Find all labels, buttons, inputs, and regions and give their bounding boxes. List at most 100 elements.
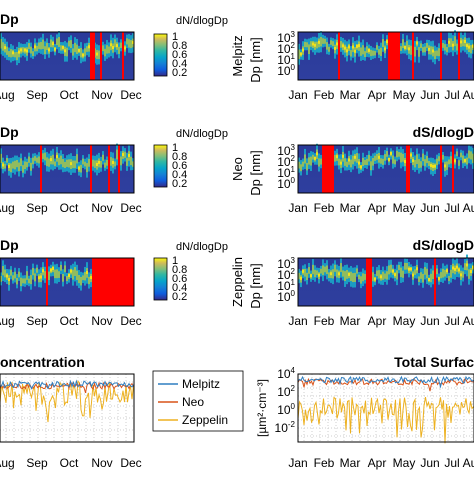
heatmap-core-cell <box>16 277 18 285</box>
heatmap-core-cell <box>356 268 358 274</box>
heatmap-core-cell <box>414 159 416 168</box>
heatmap-peak-cell <box>392 269 394 273</box>
heatmap-core-cell <box>424 267 426 275</box>
heatmap-peak-cell <box>300 52 302 56</box>
dp-tick-label: 100 <box>277 176 295 191</box>
heatmap-core-cell <box>14 271 16 279</box>
colorbar-tick-label: 0.6 <box>172 160 187 172</box>
heatmap-core-cell <box>58 271 60 278</box>
heatmap-core-cell <box>24 161 26 170</box>
heatmap-peak-cell <box>330 272 332 276</box>
heatmap-core-cell <box>444 269 446 277</box>
heatmap-core-cell <box>28 156 30 163</box>
heatmap-core-cell <box>66 276 68 282</box>
heatmap-core-cell <box>442 268 444 278</box>
heatmap-core-cell <box>450 156 452 164</box>
colorbar-tick-label: 0.6 <box>172 273 187 285</box>
heatmap-core-cell <box>400 267 402 278</box>
surface-tick-label: 104 <box>277 366 295 381</box>
heatmap-core-cell <box>298 49 300 59</box>
heatmap-core-cell <box>102 45 104 52</box>
heatmap-peak-cell <box>50 158 52 162</box>
x-tick-label: Feb <box>314 456 335 470</box>
heatmap-core-cell <box>382 271 384 280</box>
heatmap-core-cell <box>326 42 328 50</box>
heatmap-core-cell <box>370 161 372 171</box>
heatmap-core-cell <box>364 273 366 280</box>
heatmap-peak-cell <box>470 270 472 274</box>
missing-data-span <box>366 258 372 306</box>
heatmap-peak-cell <box>132 40 134 44</box>
colorbar-label: dN/dlogDp <box>176 128 228 140</box>
heatmap-core-cell <box>384 154 386 161</box>
heatmap-core-cell <box>394 159 396 165</box>
heatmap-core-cell <box>330 40 332 45</box>
heatmap-core-cell <box>40 42 42 50</box>
heatmap-core-cell <box>44 46 46 55</box>
heatmap-core-cell <box>384 273 386 279</box>
heatmap-core-cell <box>424 159 426 167</box>
heatmap-core-cell <box>314 269 316 278</box>
heatmap-core-cell <box>372 272 374 282</box>
heatmap-core-cell <box>332 269 334 279</box>
heatmap-core-cell <box>404 262 406 270</box>
heatmap-core-cell <box>428 160 430 166</box>
x-tick-label: Oct <box>60 201 79 215</box>
heatmap-core-cell <box>36 157 38 163</box>
x-tick-label: Nov <box>91 88 112 102</box>
heatmap-core-cell <box>414 46 416 57</box>
heatmap-core-cell <box>44 271 46 279</box>
heatmap-peak-cell <box>38 276 40 280</box>
heatmap-peak-cell <box>8 278 10 282</box>
colorbar <box>153 144 168 188</box>
heatmap-peak-cell <box>86 270 88 274</box>
x-tick-label: May <box>393 314 416 328</box>
heatmap-core-cell <box>400 46 402 51</box>
heatmap-peak-cell <box>352 45 354 49</box>
heatmap-peak-cell <box>42 269 44 273</box>
colorbar-tick-label: 1 <box>172 255 178 267</box>
heatmap-core-cell <box>304 41 306 48</box>
heatmap-core-cell <box>22 278 24 284</box>
heatmap-core-cell <box>26 161 28 168</box>
panel-title: Dp <box>0 237 19 253</box>
heatmap-peak-cell <box>472 265 474 269</box>
colorbar-tick-label: 0.2 <box>172 291 187 303</box>
heatmap-core-cell <box>10 49 12 58</box>
heatmap-panel-left-3 <box>0 257 135 307</box>
heatmap-core-cell <box>308 157 310 165</box>
heatmap-core-cell <box>66 47 68 57</box>
colorbar-tick-label: 1 <box>172 142 178 154</box>
heatmap-core-cell <box>68 40 70 47</box>
colorbar-tick-label: 0.4 <box>172 58 187 70</box>
heatmap-core-cell <box>422 273 424 283</box>
heatmap-core-cell <box>344 158 346 166</box>
heatmap-core-cell <box>426 268 428 279</box>
heatmap-core-cell <box>52 154 54 165</box>
colorbar-label: dN/dlogDp <box>176 241 228 253</box>
heatmap-core-cell <box>364 51 366 58</box>
heatmap-core-cell <box>10 163 12 173</box>
x-tick-label: Jul <box>444 456 459 470</box>
heatmap-core-cell <box>20 277 22 287</box>
heatmap-core-cell <box>102 154 104 161</box>
heatmap-peak-cell <box>342 154 344 158</box>
heatmap-peak-cell <box>88 45 90 49</box>
heatmap-peak-cell <box>416 267 418 271</box>
heatmap-core-cell <box>434 50 436 60</box>
heatmap-core-cell <box>438 156 440 162</box>
heatmap-core-cell <box>414 269 416 275</box>
heatmap-peak-cell <box>336 42 338 46</box>
heatmap-core-cell <box>310 41 312 47</box>
heatmap-core-cell <box>458 160 460 166</box>
heatmap-peak-cell <box>374 277 376 281</box>
x-tick-label: Mar <box>340 314 361 328</box>
x-tick-label: Jun <box>420 314 439 328</box>
heatmap-core-cell <box>366 158 368 166</box>
heatmap-peak-cell <box>458 268 460 272</box>
heatmap-core-cell <box>386 271 388 280</box>
heatmap-core-cell <box>310 156 312 166</box>
heatmap-core-cell <box>446 161 448 170</box>
x-tick-label: Apr <box>368 88 387 102</box>
heatmap-core-cell <box>26 271 28 280</box>
